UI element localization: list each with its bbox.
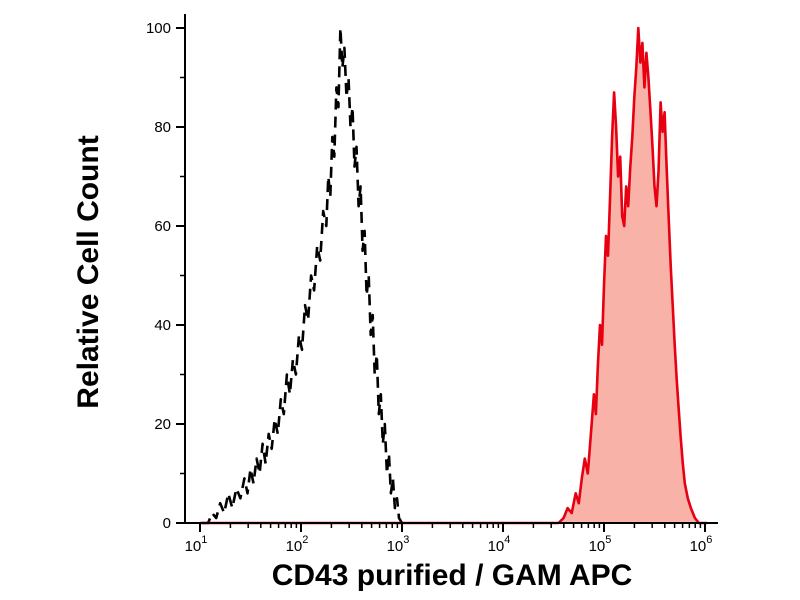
y-tick-label: 80 xyxy=(154,119,171,136)
y-tick-label: 40 xyxy=(154,317,171,334)
series-curve-0 xyxy=(202,26,404,525)
x-tick-label: 102 xyxy=(286,534,309,555)
y-tick-label: 0 xyxy=(163,515,171,532)
y-tick-label: 60 xyxy=(154,218,171,235)
axes: 0 20 40 60 80 100 101 102 103 104 105 106 xyxy=(146,14,718,555)
plot-series xyxy=(200,26,707,525)
x-tick-label: 106 xyxy=(690,534,713,555)
y-tick-label: 20 xyxy=(154,416,171,433)
x-tick-label: 105 xyxy=(589,534,612,555)
series-curve-1 xyxy=(200,26,707,525)
x-axis-label: CD43 purified / GAM APC xyxy=(272,559,633,592)
series-fill-1 xyxy=(200,28,707,523)
x-tick-label: 101 xyxy=(185,534,208,555)
y-axis-label: Relative Cell Count xyxy=(72,135,105,408)
y-tick-label: 100 xyxy=(146,20,171,37)
x-tick-label: 104 xyxy=(488,534,511,555)
x-tick-label: 103 xyxy=(387,534,410,555)
